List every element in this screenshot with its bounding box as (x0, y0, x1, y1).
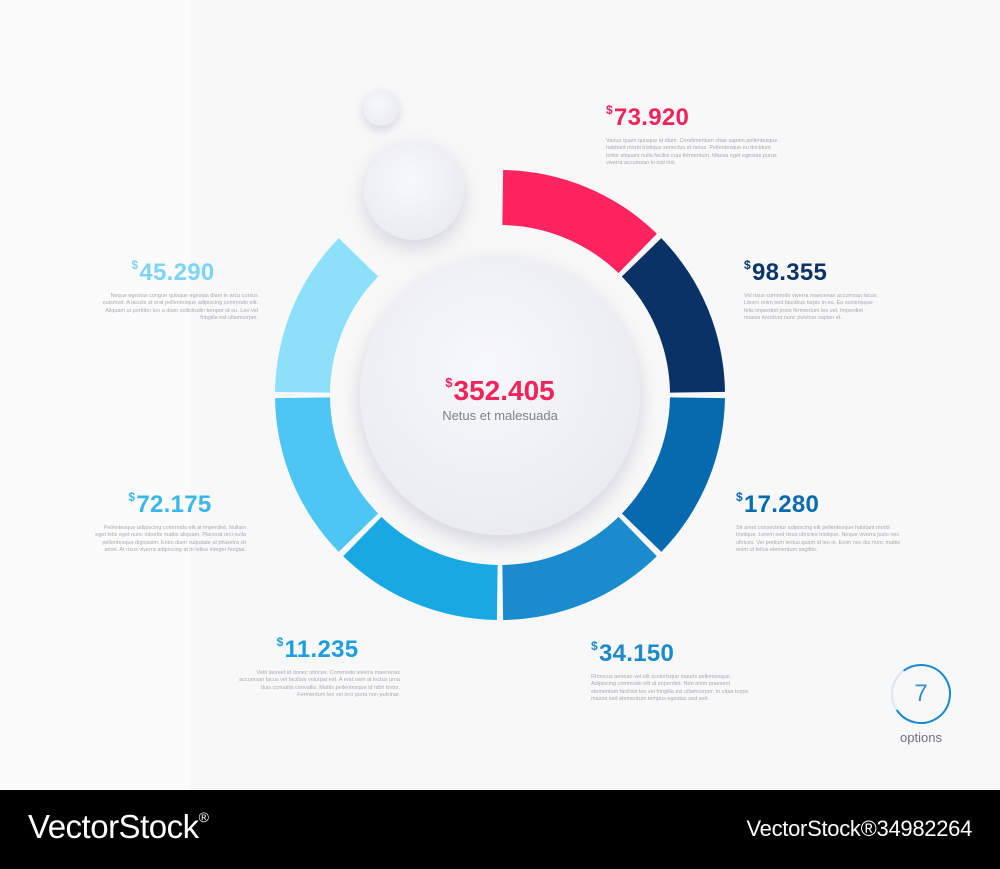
donut-segment-3 (621, 397, 725, 552)
options-count: 7 (914, 680, 928, 707)
description-text: Sit amet consectetur adipiscing elit pel… (736, 525, 901, 553)
data-label-3: $17.280 Sit amet consectetur adipiscing … (736, 483, 904, 554)
brand-logo: VectorStock® (28, 808, 209, 845)
total-value: $352.405 (445, 375, 555, 406)
value-label: $72.175 (128, 490, 212, 518)
donut-segment-6 (275, 397, 379, 552)
donut-segments (275, 170, 725, 620)
value-label: $17.280 (736, 490, 820, 518)
value-label: $98.355 (744, 258, 828, 286)
donut-segment-5 (343, 516, 498, 620)
center-disc (360, 255, 640, 535)
data-label-1: $73.920 Varius quam quisque id diam. Con… (606, 96, 778, 167)
data-label-5: $11.235 Velit laoreet id donec ultrices.… (235, 628, 400, 699)
description-text: Varius quam quisque id diam. Condimentum… (606, 138, 778, 166)
total-caption: Netus et malesuada (442, 408, 558, 423)
donut-chart (275, 90, 951, 724)
description-text: Velit laoreet id donec ultrices. Commodo… (239, 670, 400, 698)
description-text: Vel risus commodo viverra maecenas accum… (744, 293, 878, 321)
donut-segment-1 (502, 170, 657, 274)
description-text: Rhoncus aenean vel elit scelerisque maur… (591, 674, 749, 702)
data-label-2: $98.355 Vel risus commodo viverra maecen… (744, 251, 880, 322)
data-label-7: $45.290 Neque egestas congue quisque ege… (88, 251, 258, 322)
medium-decorative-circle (364, 140, 464, 240)
small-decorative-circle (363, 90, 399, 126)
description-text: Pellentesque adipiscing commodo elit at … (95, 525, 246, 553)
options-ring-arc (896, 664, 951, 724)
footer-bar: VectorStock® VectorStock®34982264 (0, 790, 1000, 869)
value-label: $73.920 (606, 103, 690, 131)
background-band (0, 0, 190, 790)
donut-segment-2 (621, 238, 725, 393)
data-label-4: $34.150 Rhoncus aenean vel elit sceleris… (591, 632, 751, 703)
value-label: $34.150 (591, 639, 675, 667)
value-label: $11.235 (276, 635, 359, 663)
donut-segment-7 (275, 238, 379, 393)
donut-segment-4 (502, 516, 657, 620)
image-id: VectorStock®34982264 (746, 816, 973, 841)
description-text: Neque egestas congue quisque egestas dia… (102, 293, 258, 321)
data-label-6: $72.175 Pellentesque adipiscing commodo … (94, 483, 246, 554)
infographic-canvas: $352.405 Netus et malesuada $73.920 Vari… (0, 0, 951, 790)
options-label: options (900, 730, 942, 745)
value-label: $45.290 (131, 258, 215, 286)
